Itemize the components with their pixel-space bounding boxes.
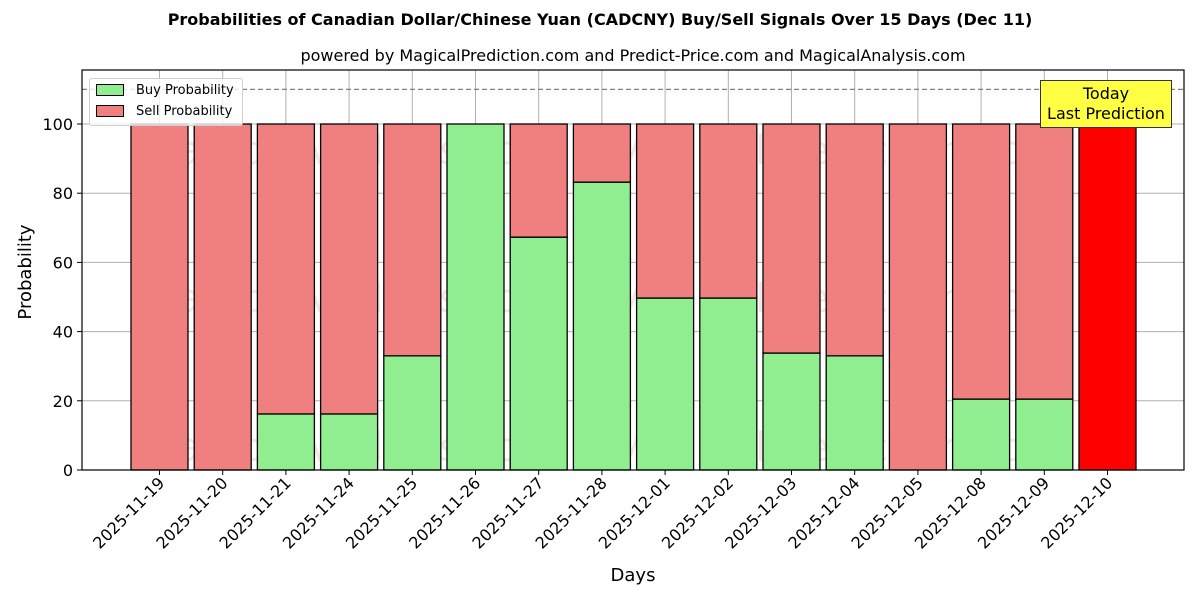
bar-group — [193, 123, 252, 471]
sell-bar — [699, 123, 758, 299]
bar-group — [319, 123, 379, 471]
bar-group — [130, 123, 189, 471]
sell-bar — [888, 123, 948, 471]
bar-group — [888, 123, 948, 471]
buy-bar — [383, 355, 442, 471]
y-tick-label: 100 — [42, 115, 73, 134]
buy-bar — [1015, 398, 1074, 471]
sell-bar — [383, 123, 442, 357]
bar-group — [825, 123, 884, 471]
bar-group — [762, 123, 821, 471]
legend-item-buy: Buy Probability — [96, 82, 234, 98]
today-bar — [1078, 123, 1137, 471]
bar-group — [509, 123, 568, 471]
bar-group — [699, 123, 758, 471]
legend-buy-label: Buy Probability — [136, 82, 234, 98]
sell-bar — [762, 123, 821, 354]
today-annotation-line1: Today — [1082, 84, 1130, 103]
y-tick-label: 60 — [53, 253, 73, 272]
buy-bar — [446, 123, 505, 471]
buy-swatch-icon — [96, 84, 124, 96]
y-tick-label: 0 — [63, 461, 73, 480]
sell-bar — [193, 123, 252, 471]
sell-bar — [130, 123, 189, 471]
y-tick-label: 80 — [53, 184, 73, 203]
sell-bar — [825, 123, 884, 357]
today-annotation: Today Last Prediction — [1040, 80, 1172, 128]
buy-bar — [572, 181, 632, 471]
sell-swatch-icon — [96, 105, 124, 117]
bar-group — [635, 123, 695, 471]
plot-frame — [81, 69, 1185, 471]
chart-title: Probabilities of Canadian Dollar/Chinese… — [167, 10, 1033, 29]
buy-bar — [319, 413, 379, 471]
bar-group — [1078, 123, 1137, 471]
bar-group — [256, 123, 316, 471]
sell-bar — [256, 123, 316, 415]
legend: Buy Probability Sell Probability — [89, 78, 243, 126]
today-annotation-line2: Last Prediction — [1047, 104, 1165, 123]
bar-group — [446, 123, 505, 471]
bar-group — [1015, 123, 1074, 471]
x-axis-label: Days — [611, 565, 656, 586]
legend-sell-label: Sell Probability — [136, 103, 233, 119]
y-axis-label: Probability — [15, 224, 36, 319]
buy-bar — [256, 413, 316, 471]
y-tick-label: 20 — [53, 392, 73, 411]
chart-subtitle: powered by MagicalPrediction.com and Pre… — [300, 46, 966, 65]
legend-item-sell: Sell Probability — [96, 103, 232, 119]
bar-group — [951, 123, 1011, 471]
sell-bar — [951, 123, 1011, 400]
sell-bar — [509, 123, 568, 238]
bar-group — [572, 123, 632, 471]
bar-group — [383, 123, 442, 471]
sell-bar — [635, 123, 695, 299]
buy-bar — [509, 236, 568, 471]
y-tick-label: 40 — [53, 323, 73, 342]
buy-bar — [825, 355, 884, 471]
buy-bar — [699, 297, 758, 471]
buy-bar — [635, 297, 695, 471]
sell-bar — [572, 123, 632, 183]
buy-bar — [951, 398, 1011, 471]
sell-bar — [319, 123, 379, 415]
sell-bar — [1015, 123, 1074, 400]
buy-bar — [762, 352, 821, 471]
